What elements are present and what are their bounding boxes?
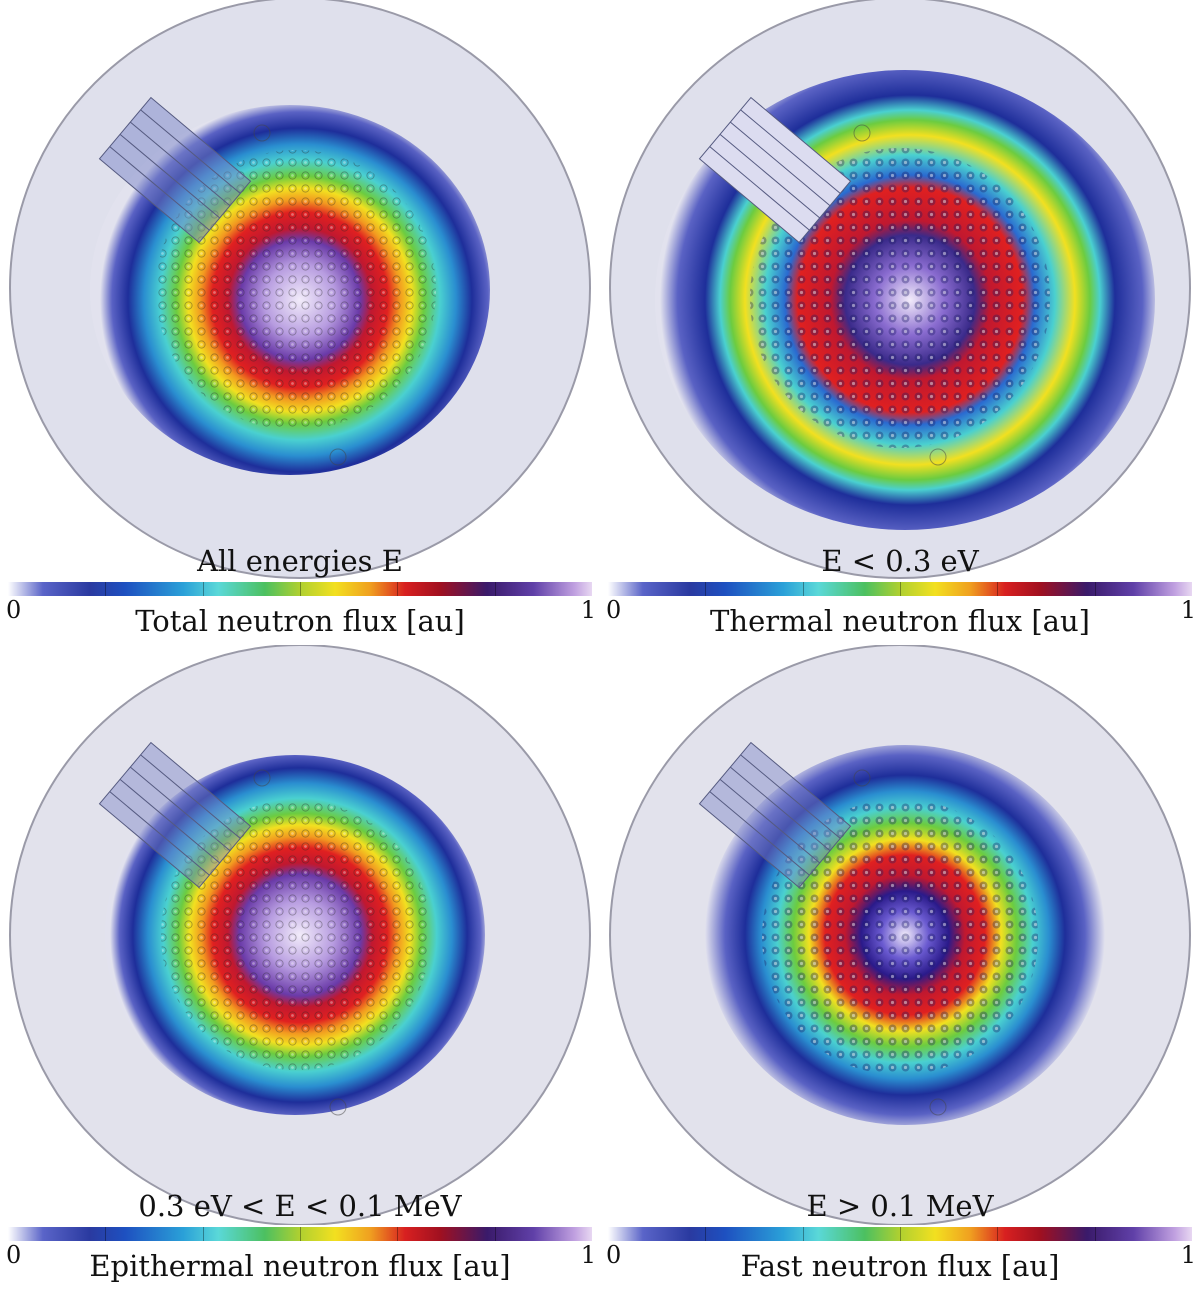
- colorbar-tick: [202, 582, 204, 596]
- panel-epithermal: 0.3 eV < E < 0.1 MeV 0 1 Epithermal neut…: [0, 645, 600, 1289]
- colorbar-tick: [494, 582, 496, 596]
- colorbar: [8, 1227, 592, 1241]
- colorbar-tick: [1094, 1227, 1096, 1241]
- colorbar: [608, 1227, 1192, 1241]
- colorbar-tick: [900, 1227, 901, 1241]
- colorbar-min-label: 0: [6, 596, 22, 624]
- colorbar-tick: [397, 582, 399, 596]
- detector-channel: [853, 124, 871, 142]
- colorbar-min-label: 0: [606, 596, 622, 624]
- fuel-pin-lattice: [762, 799, 1038, 1075]
- detector-channel: [929, 448, 947, 466]
- colorbar-tick: [997, 582, 999, 596]
- colorbar-tick: [105, 1227, 107, 1241]
- colorbar-min-label: 0: [606, 1241, 622, 1269]
- detector-channel: [853, 769, 871, 787]
- colorbar-tick: [300, 582, 301, 596]
- colorbar-min-label: 0: [6, 1241, 22, 1269]
- colorbar-tick: [705, 582, 707, 596]
- fuel-pin-lattice: [156, 150, 436, 430]
- flux-label: Thermal neutron flux [au]: [710, 604, 1090, 638]
- detector-channel: [329, 1098, 347, 1116]
- energy-label: 0.3 eV < E < 0.1 MeV: [138, 1189, 462, 1223]
- flux-label: Epithermal neutron flux [au]: [89, 1249, 511, 1283]
- colorbar-max-label: 1: [1180, 596, 1196, 624]
- panel-total: All energies E 0 1 Total neutron flux [a…: [0, 0, 600, 644]
- fuel-pin-lattice: [161, 800, 431, 1070]
- energy-label: E < 0.3 eV: [821, 544, 979, 578]
- colorbar-tick: [202, 1227, 204, 1241]
- colorbar-tick: [802, 1227, 804, 1241]
- panel-fast: E > 0.1 MeV 0 1 Fast neutron flux [au]: [600, 645, 1200, 1289]
- flux-label: Fast neutron flux [au]: [740, 1249, 1060, 1283]
- irradiation-box: [698, 741, 852, 889]
- colorbar-tick: [300, 1227, 301, 1241]
- flux-map-epithermal: [9, 645, 591, 1225]
- colorbar: [8, 582, 592, 596]
- irradiation-box: [98, 96, 252, 244]
- irradiation-box: [698, 96, 852, 244]
- colorbar-max-label: 1: [1180, 1241, 1196, 1269]
- colorbar-max-label: 1: [580, 596, 596, 624]
- colorbar-tick: [397, 1227, 399, 1241]
- energy-label: E > 0.1 MeV: [806, 1189, 994, 1223]
- colorbar-tick: [1094, 582, 1096, 596]
- colorbar-max-label: 1: [580, 1241, 596, 1269]
- colorbar: [608, 582, 1192, 596]
- irradiation-box: [98, 741, 252, 889]
- flux-map-total: [9, 0, 591, 579]
- colorbar-tick: [105, 582, 107, 596]
- detector-channel: [253, 124, 271, 142]
- colorbar-tick: [494, 1227, 496, 1241]
- panel-thermal: E < 0.3 eV 0 1 Thermal neutron flux [au]: [600, 0, 1200, 644]
- flux-label: Total neutron flux [au]: [135, 604, 465, 638]
- flux-map-fast: [609, 645, 1191, 1225]
- colorbar-tick: [705, 1227, 707, 1241]
- detector-channel: [929, 1098, 947, 1116]
- fuel-pin-lattice: [750, 148, 1050, 448]
- colorbar-tick: [900, 582, 901, 596]
- colorbar-tick: [997, 1227, 999, 1241]
- colorbar-tick: [802, 582, 804, 596]
- detector-channel: [329, 448, 347, 466]
- energy-label: All energies E: [197, 544, 403, 578]
- detector-channel: [253, 769, 271, 787]
- flux-map-thermal: [609, 0, 1191, 579]
